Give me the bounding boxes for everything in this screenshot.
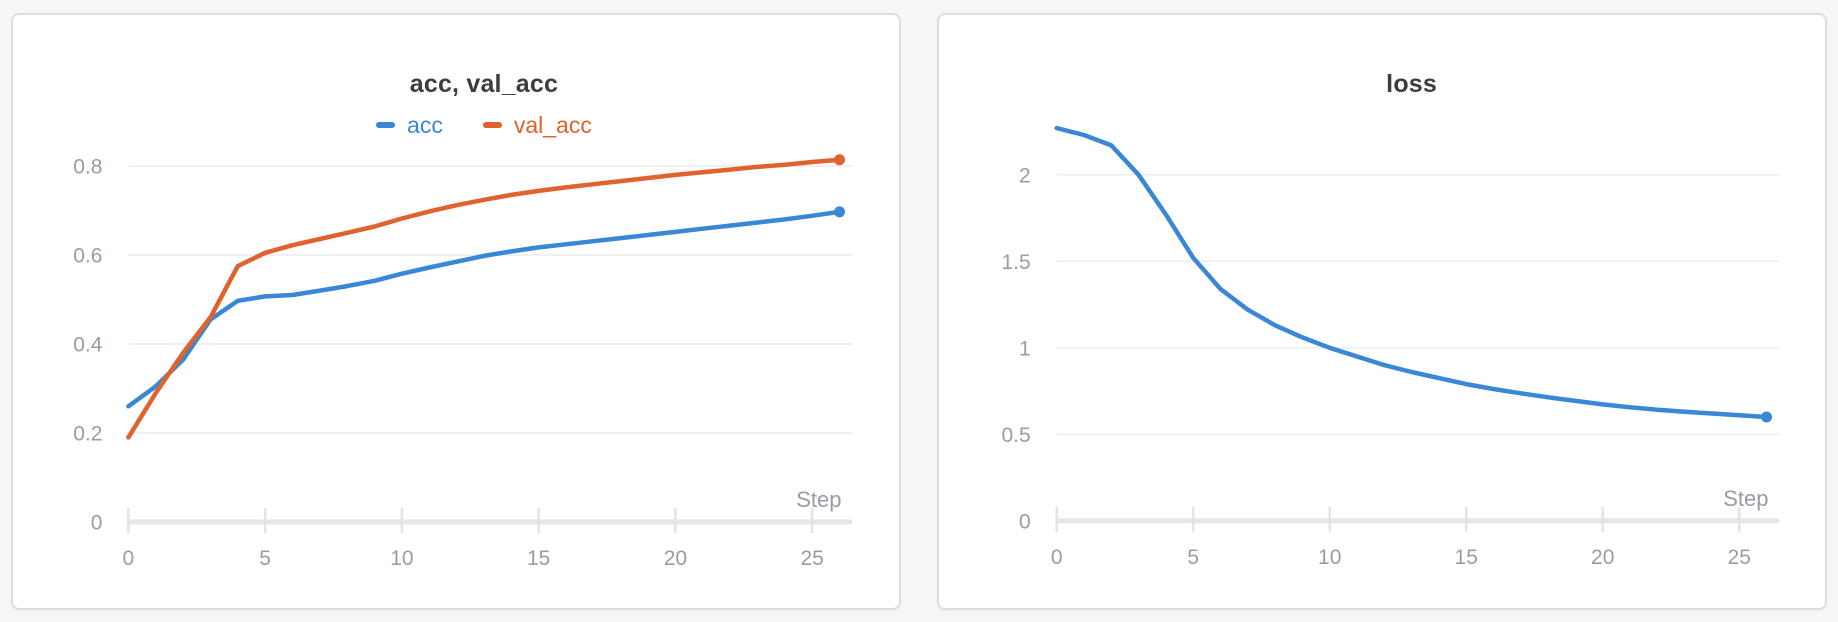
legend-item-val-acc[interactable]: val_acc bbox=[482, 112, 592, 138]
svg-text:0: 0 bbox=[91, 512, 103, 535]
svg-text:25: 25 bbox=[1728, 546, 1751, 569]
svg-text:5: 5 bbox=[259, 547, 271, 570]
svg-text:25: 25 bbox=[800, 547, 823, 570]
svg-text:Step: Step bbox=[1723, 486, 1768, 511]
svg-text:0.5: 0.5 bbox=[1001, 424, 1030, 447]
legend-label: val_acc bbox=[513, 112, 592, 138]
legend-swatch-icon bbox=[482, 122, 502, 128]
svg-text:20: 20 bbox=[1591, 546, 1614, 569]
chart-title: acc, val_acc bbox=[409, 70, 559, 98]
svg-text:0.6: 0.6 bbox=[73, 245, 102, 268]
chart-legend: acc val_acc bbox=[128, 113, 839, 137]
svg-text:10: 10 bbox=[390, 547, 413, 570]
chart-panel-loss[interactable]: 0 0.5 1 1.5 2 0 5 10 15 20 25 Step loss bbox=[937, 13, 1827, 610]
chart-canvas-acc-val-acc[interactable]: 0 0.2 0.4 0.6 0.8 0 5 10 15 20 25 Step bbox=[11, 13, 901, 610]
svg-text:10: 10 bbox=[1318, 546, 1341, 569]
legend-swatch-icon bbox=[376, 122, 396, 128]
svg-text:0: 0 bbox=[1019, 510, 1031, 533]
svg-text:2: 2 bbox=[1019, 164, 1031, 187]
svg-text:0.2: 0.2 bbox=[73, 423, 102, 446]
svg-text:0.4: 0.4 bbox=[73, 334, 103, 357]
legend-item-acc[interactable]: acc bbox=[376, 113, 443, 137]
svg-text:20: 20 bbox=[664, 547, 687, 570]
svg-text:0: 0 bbox=[123, 547, 135, 570]
svg-text:15: 15 bbox=[527, 547, 550, 570]
svg-text:0.8: 0.8 bbox=[73, 156, 102, 179]
chart-panel-acc-val-acc[interactable]: 0 0.2 0.4 0.6 0.8 0 5 10 15 20 25 Step acc, val_acc… bbox=[11, 13, 901, 610]
chart-title: loss bbox=[1386, 70, 1437, 98]
svg-text:1: 1 bbox=[1019, 337, 1031, 360]
svg-text:0: 0 bbox=[1051, 546, 1063, 569]
svg-text:Step: Step bbox=[796, 487, 841, 512]
legend-label: acc bbox=[407, 112, 443, 138]
svg-text:15: 15 bbox=[1455, 546, 1478, 569]
svg-text:1.5: 1.5 bbox=[1001, 251, 1030, 274]
svg-text:5: 5 bbox=[1187, 546, 1199, 569]
